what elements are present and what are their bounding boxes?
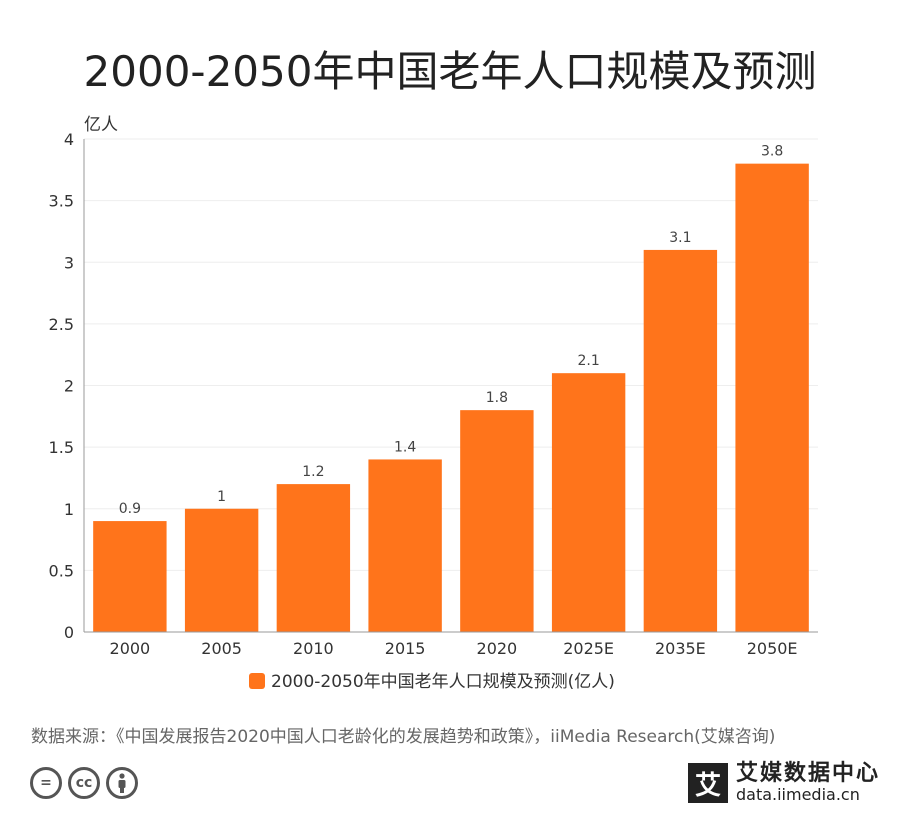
x-tick-label: 2005 [201,639,242,658]
x-tick-label: 2035E [655,639,706,658]
y-tick-label: 1 [64,500,74,519]
source-note: 数据来源：《中国发展报告2020中国人口老龄化的发展趋势和政策》，iiMedia… [31,727,776,747]
legend-label[interactable]: 2000-2050年中国老年人口规模及预测(亿人) [271,672,615,692]
bar-2000[interactable] [93,521,167,632]
y-tick-label: 2.5 [49,315,74,334]
data-label: 1.4 [394,439,416,455]
x-tick-label: 2010 [293,639,334,658]
equals-icon: = [30,767,62,799]
cc-icon: cc [68,767,100,799]
y-tick-label: 1.5 [49,438,74,457]
data-label: 0.9 [119,501,141,517]
brand-name: 艾媒数据中心 [735,761,880,786]
bar-2010[interactable] [276,484,351,632]
data-label: 3.8 [761,144,783,160]
brand-url: data.iimedia.cn [735,785,860,804]
license-icons: = cc [30,767,138,799]
y-tick-label: 0 [64,623,74,642]
bar-2020[interactable] [460,410,534,632]
data-label: 1.8 [486,390,508,406]
legend[interactable]: 2000-2050年中国老年人口规模及预测(亿人) [249,672,615,692]
legend-swatch[interactable] [249,673,265,689]
data-label: 1.2 [302,464,324,480]
person-icon [106,767,138,799]
bar-2025E[interactable] [551,373,626,632]
brand-mark-icon: 艾 [687,763,728,803]
y-tick-label: 3.5 [49,192,74,211]
x-axis: 2000 2005 2010 2015 2020 2025E 2035E 2050E [84,631,818,658]
y-tick-label: 2 [64,377,74,396]
x-tick-label: 2025E [563,639,614,658]
x-tick-label: 2020 [477,639,518,658]
bar-2015[interactable] [368,459,442,632]
data-label: 3.1 [669,230,691,246]
brand-logo: 艾 艾媒数据中心 data.iimedia.cn [687,761,880,804]
bar-2005[interactable] [184,508,259,632]
bars [93,163,809,633]
bar-2050E[interactable] [735,163,809,632]
y-axis-label: 亿人 [84,115,118,135]
data-labels: 0.9 1 1.2 1.4 1.8 2.1 3.1 3.8 [119,144,784,517]
x-tick-label: 2000 [110,639,151,658]
data-label: 2.1 [577,353,599,369]
y-axis: 0 0.5 1 1.5 2 2.5 3 3.5 4 亿人 [49,115,118,642]
bar-2035E[interactable] [643,249,718,633]
y-tick-label: 4 [64,130,74,149]
x-tick-label: 2015 [385,639,426,658]
bar-chart: 0.911.21.41.82.13.13.8 2000 2005 2010 2015 2… [49,115,818,692]
chart-title: 2000-2050年中国老年人口规模及预测 [83,47,817,96]
y-tick-label: 3 [64,253,74,272]
data-label: 1 [217,489,226,505]
y-tick-label: 0.5 [49,561,74,580]
x-tick-label: 2050E [747,639,798,658]
